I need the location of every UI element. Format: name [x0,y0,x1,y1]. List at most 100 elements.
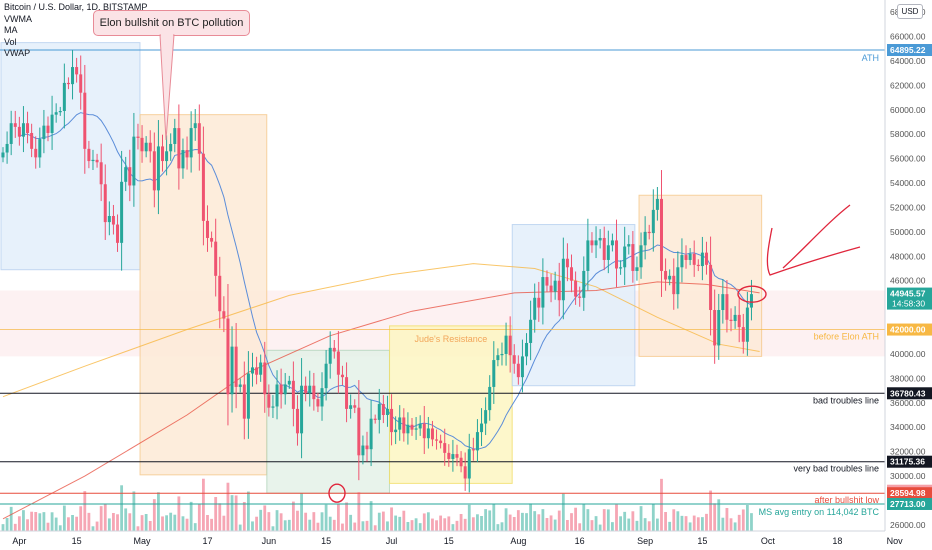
volume-bar [623,511,627,531]
candle [418,423,422,429]
volume-bar [95,521,99,531]
volume-bar [386,521,389,531]
volume-bar [275,510,279,531]
volume-bar [26,519,29,531]
arrow-annotation [766,227,861,276]
candle [553,280,557,292]
volume-bar [206,515,209,531]
price-tick-label: 38000.00 [890,373,926,383]
candle [345,377,349,409]
candle [255,367,259,375]
volume-bar [83,491,87,531]
candle [357,407,361,456]
volume-bar [741,509,745,531]
volume-bar [263,505,267,531]
price-badge [887,44,932,57]
candle [455,454,459,458]
candle [201,153,205,221]
volume-bar [218,503,222,531]
legend-vol[interactable]: Vol [4,36,17,47]
volume-bar [574,507,577,531]
legend-ma[interactable]: MA [4,25,18,35]
volume-bar [590,520,594,531]
time-tick-label: 15 [444,536,454,546]
circle-annotation [737,285,767,303]
volume-bar [422,513,426,531]
candle [435,439,439,441]
price-tick-label: 46000.00 [890,276,926,286]
candle [120,181,124,243]
range-box [266,349,390,494]
volume-bar [414,518,418,531]
volume-bar [451,524,455,531]
candle [206,220,209,238]
candle [275,384,279,407]
candle [222,311,226,319]
price-tick-label: 50000.00 [890,227,926,237]
volume-bar [443,518,447,531]
candle [684,255,688,260]
volume-bar [467,504,471,531]
time-axis: Apr 15 May 17 Jun 15 Jul 15 Aug 16 Sep 15 Oct 18 Nov [0,530,903,550]
volume-bar [255,516,258,531]
candle [300,385,304,434]
candle [177,128,181,169]
candle [713,310,717,346]
volume-bar [717,499,721,531]
candle [586,240,590,271]
volume-bar [373,525,377,531]
legend-vwma[interactable]: VWMA [4,13,32,24]
candle [58,111,62,113]
candle [263,362,267,395]
candle [619,267,623,269]
currency-badge[interactable]: USD [897,4,923,19]
candle [324,363,328,389]
candle [1,152,5,158]
candle [308,385,312,394]
volume-bar [267,512,271,531]
volume-bar [161,516,164,531]
volume-layer [1,478,753,531]
volume-bar [38,513,42,531]
volume-bar [516,510,520,531]
candle [700,252,704,267]
volume-bar [50,512,54,531]
volume-bar [99,506,103,531]
price-badge-label: 36780.43 [890,388,926,398]
candle [430,428,434,440]
candle [512,355,516,364]
candle [557,280,561,301]
volume-bar [471,517,475,531]
volume-bar [488,510,492,531]
candle [549,285,553,292]
volume-bar [107,518,111,531]
candle [361,445,365,456]
candle [132,136,136,186]
volume-bar [87,512,91,531]
candle [75,67,79,75]
volume-bar [169,512,173,531]
elon-callout[interactable]: Elon bullshit on BTC pollution [93,10,250,36]
price-badge [887,287,932,310]
candle [377,404,381,420]
candle [83,92,87,149]
volume-bar [214,497,218,531]
candle [635,267,639,271]
candle [459,457,463,467]
volume-bar [529,503,533,531]
volume-bar [394,515,398,531]
price-tick-label: 48000.00 [890,251,926,261]
candle [148,142,152,152]
price-badge-label: 64895.22 [890,45,926,55]
candle [230,346,234,395]
candle [606,245,610,260]
hand-drawn-annotations [328,204,861,503]
candle [242,384,246,419]
volume-bar [124,508,128,531]
candle [46,125,50,133]
candle [328,347,332,364]
volume-bar [745,505,749,531]
volume-bar [75,516,79,531]
legend-vwap[interactable]: VWAP [4,48,31,58]
